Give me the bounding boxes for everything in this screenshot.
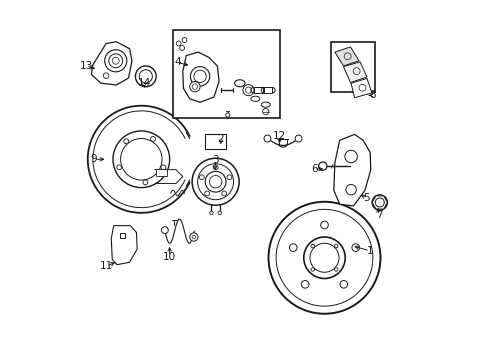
Text: 3: 3 — [212, 155, 219, 165]
Circle shape — [182, 37, 187, 42]
Bar — [156, 169, 167, 176]
Circle shape — [335, 244, 338, 248]
Circle shape — [227, 175, 232, 180]
Circle shape — [264, 135, 271, 142]
Circle shape — [304, 237, 345, 279]
Circle shape — [205, 171, 226, 192]
Circle shape — [352, 244, 360, 251]
Circle shape — [269, 202, 380, 314]
Circle shape — [176, 41, 181, 46]
Circle shape — [301, 280, 309, 288]
Text: 12: 12 — [273, 131, 286, 141]
Polygon shape — [92, 42, 132, 85]
Circle shape — [150, 136, 155, 141]
Circle shape — [226, 113, 230, 117]
Circle shape — [105, 50, 127, 72]
Circle shape — [263, 108, 269, 115]
Polygon shape — [335, 47, 359, 66]
Polygon shape — [334, 134, 371, 206]
Bar — [331, 42, 374, 92]
Text: 6: 6 — [311, 164, 318, 174]
Circle shape — [117, 165, 122, 170]
Circle shape — [199, 175, 204, 180]
Circle shape — [346, 184, 356, 195]
Circle shape — [290, 244, 297, 251]
Circle shape — [124, 139, 129, 144]
Circle shape — [340, 280, 347, 288]
Circle shape — [335, 268, 338, 271]
Polygon shape — [343, 62, 367, 82]
Text: 1: 1 — [367, 246, 373, 256]
Bar — [264, 87, 272, 93]
Text: 9: 9 — [90, 154, 97, 164]
Circle shape — [205, 191, 210, 196]
Circle shape — [143, 180, 148, 185]
Circle shape — [372, 195, 388, 210]
Text: 13: 13 — [79, 61, 93, 71]
Circle shape — [191, 67, 210, 86]
Circle shape — [344, 53, 351, 60]
Polygon shape — [372, 196, 388, 209]
Circle shape — [192, 158, 239, 205]
Circle shape — [320, 221, 328, 229]
Circle shape — [353, 68, 360, 75]
Circle shape — [113, 131, 170, 188]
Text: 7: 7 — [376, 210, 382, 220]
Bar — [205, 134, 226, 149]
Text: 8: 8 — [369, 90, 375, 100]
Bar — [120, 233, 125, 238]
Bar — [173, 30, 280, 118]
Circle shape — [210, 211, 213, 215]
Text: 11: 11 — [99, 261, 113, 271]
Circle shape — [218, 211, 221, 215]
Text: 5: 5 — [364, 193, 370, 203]
Circle shape — [103, 73, 109, 78]
Circle shape — [190, 233, 198, 241]
Circle shape — [311, 268, 315, 271]
Circle shape — [161, 227, 168, 234]
Circle shape — [190, 81, 200, 92]
Text: 2: 2 — [218, 134, 224, 144]
Text: 4: 4 — [174, 58, 181, 67]
Polygon shape — [183, 52, 219, 102]
Circle shape — [222, 191, 226, 196]
Circle shape — [359, 84, 366, 91]
Circle shape — [345, 150, 357, 163]
Circle shape — [243, 85, 254, 96]
Polygon shape — [111, 226, 137, 265]
Circle shape — [180, 46, 185, 50]
Polygon shape — [351, 78, 372, 98]
Text: 10: 10 — [163, 252, 176, 262]
Circle shape — [295, 135, 302, 142]
Circle shape — [213, 165, 218, 170]
Text: 14: 14 — [138, 77, 151, 87]
Bar — [254, 87, 263, 93]
Circle shape — [311, 244, 315, 248]
Circle shape — [161, 165, 166, 170]
Circle shape — [318, 162, 327, 170]
Circle shape — [135, 66, 156, 87]
